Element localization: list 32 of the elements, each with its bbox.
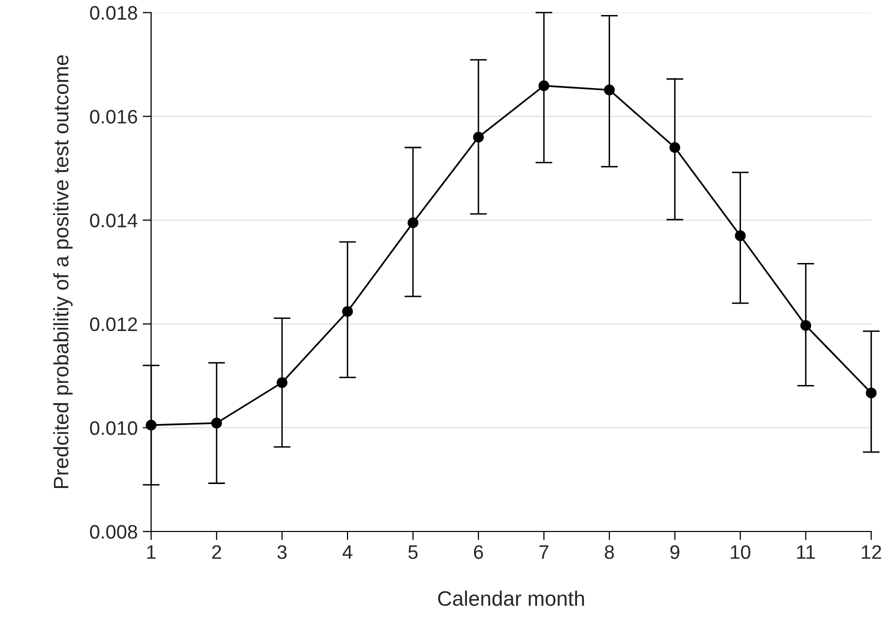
x-tick-label: 8	[604, 545, 614, 559]
y-axis-title: Predcited probabilitiy of a positive test outcome	[53, 55, 73, 488]
x-tick-label: 1	[147, 545, 156, 559]
x-tick-label: 5	[408, 545, 418, 559]
point	[604, 84, 615, 96]
point	[211, 418, 222, 428]
x-tick-label: 10	[730, 545, 750, 559]
x-tick-label: 6	[474, 545, 483, 559]
point	[146, 420, 157, 431]
point	[734, 230, 746, 242]
x-tick-label: 11	[797, 545, 815, 559]
point	[342, 306, 353, 317]
y-tick-label: 0.016	[90, 110, 138, 124]
point	[866, 388, 877, 398]
x-tick-label: 2	[212, 545, 222, 559]
y-tick-label: 0.012	[90, 317, 137, 332]
x-tick-label: 7	[539, 545, 548, 559]
x-tick-label: 3	[277, 545, 287, 559]
point	[538, 80, 550, 92]
x-axis-title: Calendar month	[438, 590, 584, 606]
point	[669, 142, 680, 153]
y-tick-label: 0.018	[90, 6, 138, 20]
y-tick-label: 0.014	[90, 214, 138, 228]
point	[408, 217, 418, 228]
point	[800, 320, 812, 331]
point	[276, 377, 288, 388]
x-tick-label: 12	[862, 545, 882, 559]
x-tick-label: 4	[342, 545, 352, 559]
y-tick-label: 0.010	[90, 421, 138, 435]
point	[473, 132, 484, 143]
x-tick-label: 9	[670, 545, 680, 559]
y-tick-label: 0.008	[90, 524, 138, 539]
